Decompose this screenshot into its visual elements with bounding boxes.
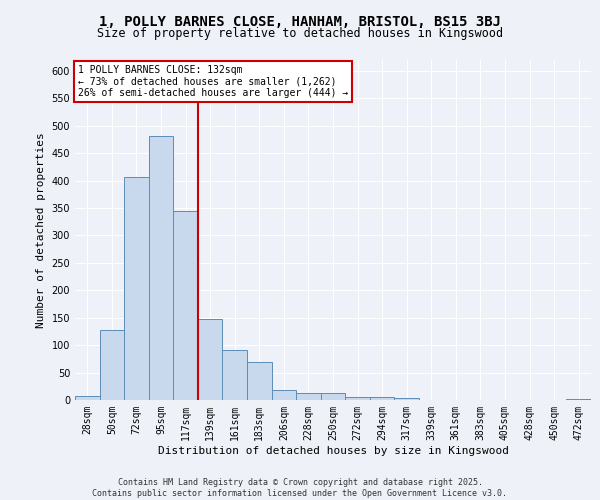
Y-axis label: Number of detached properties: Number of detached properties: [36, 132, 46, 328]
Bar: [296, 393, 321, 400]
Text: Contains HM Land Registry data © Crown copyright and database right 2025.
Contai: Contains HM Land Registry data © Crown c…: [92, 478, 508, 498]
Bar: [223, 350, 247, 400]
Text: 1, POLLY BARNES CLOSE, HANHAM, BRISTOL, BS15 3BJ: 1, POLLY BARNES CLOSE, HANHAM, BRISTOL, …: [99, 15, 501, 29]
Bar: [272, 390, 296, 400]
Bar: [149, 136, 173, 400]
Bar: [566, 399, 591, 400]
X-axis label: Distribution of detached houses by size in Kingswood: Distribution of detached houses by size …: [157, 446, 509, 456]
Bar: [370, 398, 394, 400]
Bar: [394, 398, 419, 400]
Bar: [100, 330, 124, 400]
Text: Size of property relative to detached houses in Kingswood: Size of property relative to detached ho…: [97, 28, 503, 40]
Bar: [75, 396, 100, 400]
Bar: [173, 212, 198, 400]
Bar: [247, 362, 272, 400]
Bar: [321, 393, 345, 400]
Bar: [124, 177, 149, 400]
Text: 1 POLLY BARNES CLOSE: 132sqm
← 73% of detached houses are smaller (1,262)
26% of: 1 POLLY BARNES CLOSE: 132sqm ← 73% of de…: [77, 65, 348, 98]
Bar: [198, 319, 223, 400]
Bar: [345, 398, 370, 400]
